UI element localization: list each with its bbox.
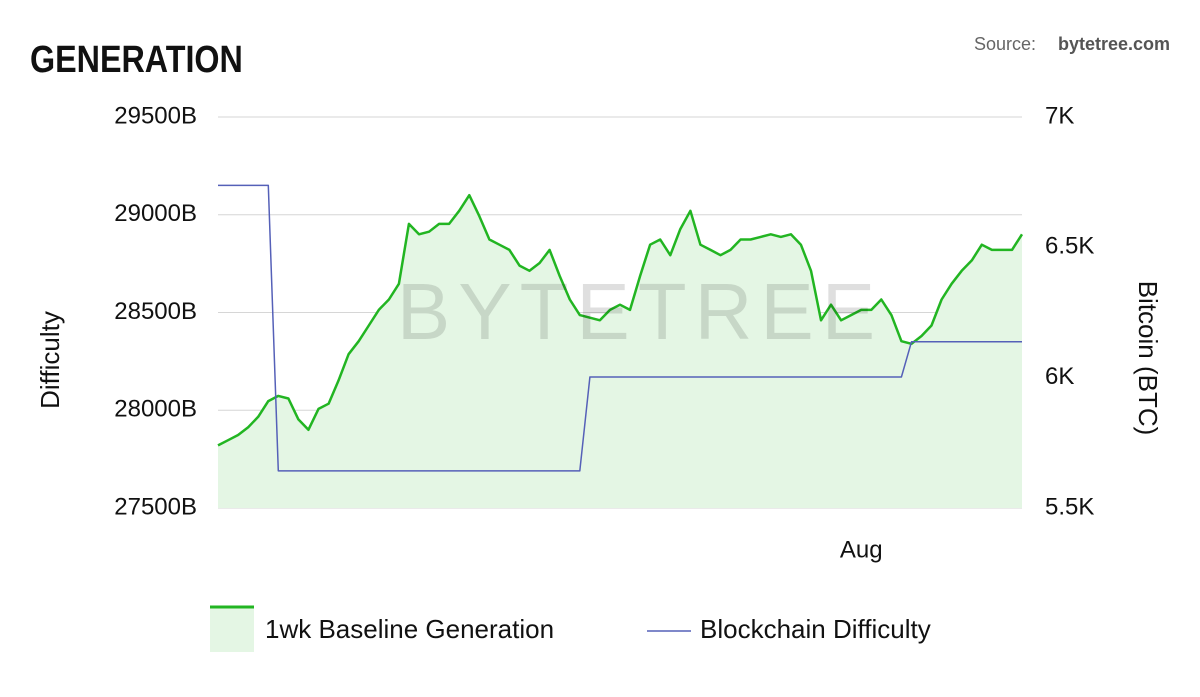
y-tick-label: 28000B — [114, 396, 197, 423]
y-tick-label: 28500B — [114, 298, 197, 325]
y2-tick-label: 6K — [1045, 363, 1074, 390]
source-site: bytetree.com — [1058, 34, 1170, 54]
legend: 1wk Baseline Generation Blockchain Diffic… — [210, 605, 931, 652]
y2-tick-label: 5.5K — [1045, 493, 1094, 520]
area — [218, 195, 1022, 508]
y-tick-label: 27500B — [114, 493, 197, 520]
watermark: BYTETREE — [397, 267, 883, 356]
legend-label: Blockchain Difficulty — [700, 614, 931, 644]
y2-tick-label: 6.5K — [1045, 233, 1094, 260]
y-axis-label: Difficulty — [35, 311, 65, 409]
y-tick-label: 29500B — [114, 102, 197, 129]
y2-tick-label: 7K — [1045, 102, 1074, 129]
series-line — [217, 193, 1024, 447]
y2-axis-label: Bitcoin (BTC) — [1133, 281, 1163, 436]
legend-swatch — [210, 606, 254, 652]
x-tick-label: Aug — [840, 536, 883, 563]
legend-label: 1wk Baseline Generation — [265, 614, 554, 644]
series-line — [218, 184, 1022, 472]
chart-title: GENERATION — [30, 39, 243, 81]
plot-area — [217, 116, 1024, 509]
source-label: Source: — [974, 34, 1036, 54]
y-tick-label: 29000B — [114, 200, 197, 227]
